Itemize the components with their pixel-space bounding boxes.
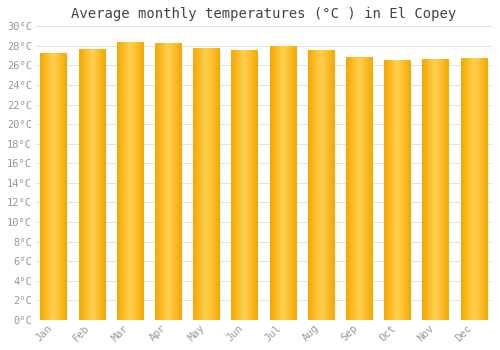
Title: Average monthly temperatures (°C ) in El Copey: Average monthly temperatures (°C ) in El… (72, 7, 456, 21)
